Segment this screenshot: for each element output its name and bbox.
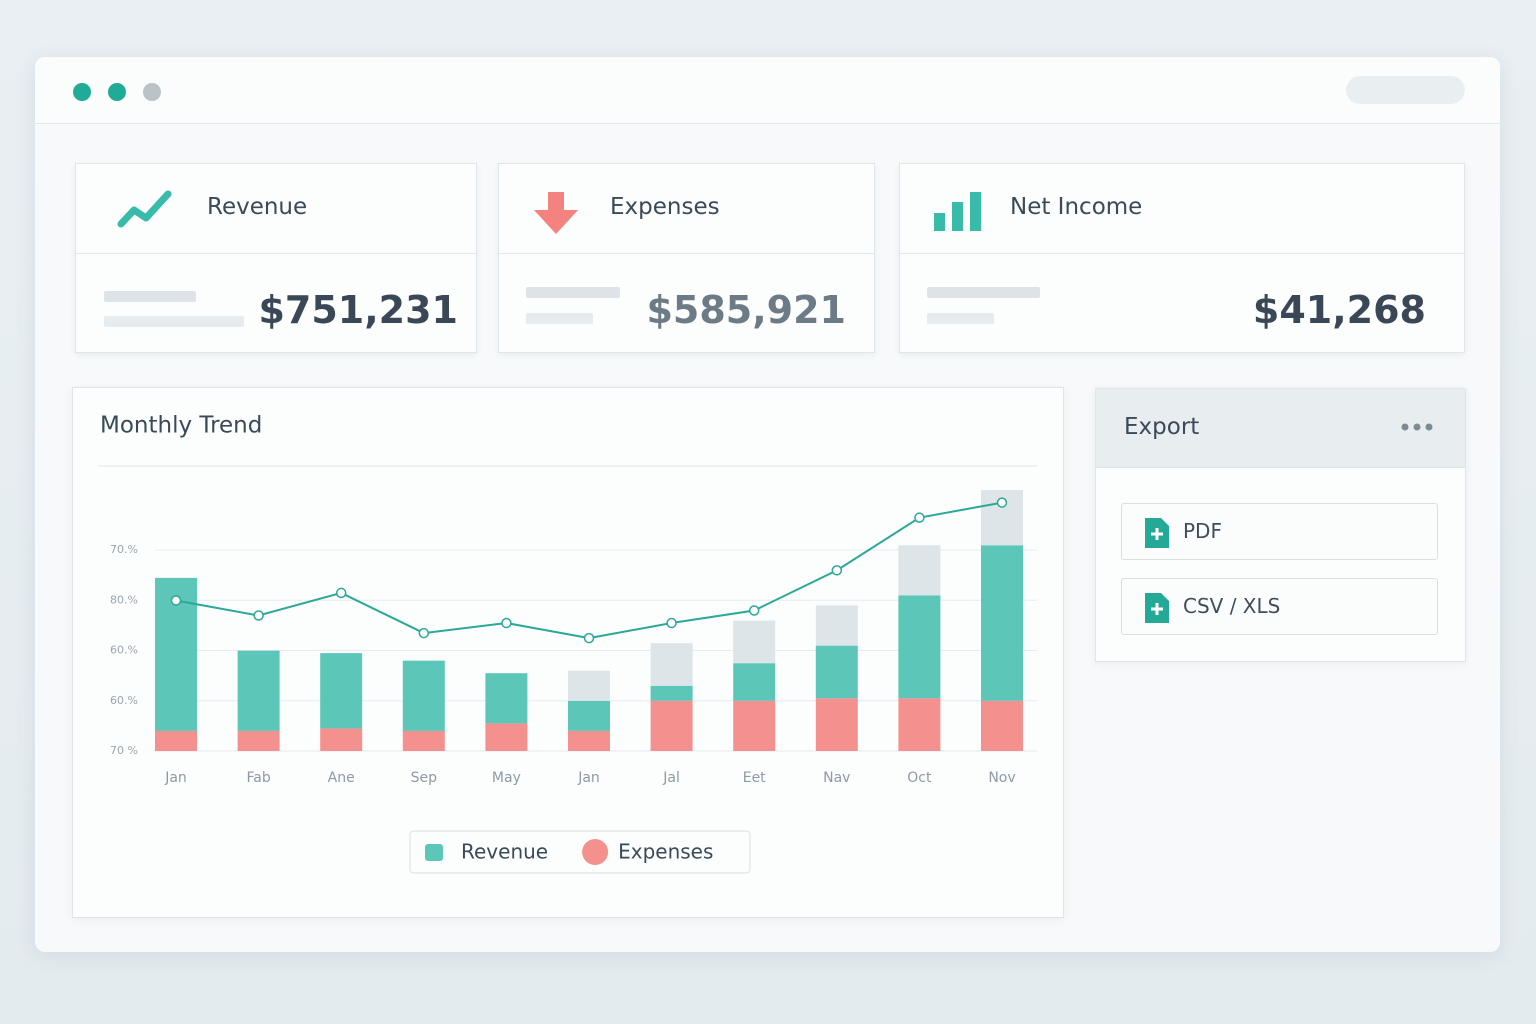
card-header: Expenses (499, 164, 874, 254)
bar-segment (568, 730, 610, 751)
bar-segment (237, 730, 280, 751)
line-point (996, 497, 1008, 508)
line-point (914, 512, 925, 523)
more-menu[interactable] (1399, 421, 1437, 433)
legend (409, 830, 751, 874)
export-option: CSV / XLS (1183, 594, 1281, 618)
line-point (501, 617, 512, 629)
bar-segment (898, 595, 941, 699)
export-option: PDF (1183, 519, 1222, 543)
card-header: Revenue (76, 164, 476, 254)
card-title: Net Income (1010, 194, 1143, 220)
bar-segment (650, 643, 693, 686)
placeholder (104, 316, 244, 327)
bars-icon (934, 192, 981, 231)
card-title: Expenses (610, 194, 720, 220)
x-tick-label: Nov (988, 770, 1015, 786)
bar-segment (733, 663, 776, 701)
down-arrow-icon (534, 192, 578, 234)
bar-segment (898, 545, 941, 596)
bar-segment (568, 700, 610, 731)
bar-segment (981, 545, 1023, 701)
y-tick-label: 80.% (110, 593, 138, 606)
title-bar (35, 57, 1500, 124)
x-tick-label: Eet (743, 770, 766, 786)
placeholder (526, 287, 620, 298)
line-point (170, 595, 182, 606)
y-tick-label: 60.% (110, 644, 138, 657)
bar-segment (650, 700, 693, 751)
line-point (748, 605, 760, 616)
trend-icon (117, 190, 172, 228)
placeholder (526, 313, 593, 324)
bar-segment (815, 605, 858, 646)
window-dot[interactable] (143, 83, 161, 101)
legend-label: Revenue (461, 840, 548, 864)
line-point (335, 587, 347, 599)
line-point (418, 627, 430, 639)
chart-title: Monthly Trend (100, 413, 262, 439)
placeholder (927, 313, 994, 324)
line-point (666, 617, 677, 629)
legend-swatch (425, 844, 443, 861)
card-value: $585,921 (646, 288, 846, 332)
line-point (831, 565, 843, 576)
bar-segment (320, 653, 363, 729)
bar-segment (402, 660, 445, 731)
placeholder (927, 287, 1040, 298)
export-title: Export (1124, 414, 1200, 440)
bar-segment (155, 730, 197, 751)
line-point (253, 610, 264, 621)
bar-segment (733, 700, 776, 751)
x-tick-label: Sep (411, 770, 438, 786)
x-tick-label: Jal (662, 770, 680, 786)
bar-segment (485, 723, 528, 751)
bar-segment (733, 620, 776, 664)
bar-segment (485, 673, 528, 724)
bar-segment (981, 700, 1023, 751)
x-tick-label: Jan (577, 770, 600, 786)
file-icon (1145, 593, 1169, 623)
kpi-card: Net Income $41,268 (899, 163, 1465, 353)
placeholder (104, 291, 196, 302)
x-tick-label: Nav (823, 770, 850, 786)
card-title: Revenue (207, 194, 308, 220)
x-tick-label: Jan (164, 770, 187, 786)
file-icon (1145, 518, 1169, 548)
legend-label: Expenses (618, 840, 713, 864)
bar-segment (898, 698, 941, 751)
search-pill[interactable] (1346, 76, 1465, 104)
x-tick-label: Oct (907, 770, 932, 786)
export-button[interactable]: PDF (1121, 503, 1438, 560)
bar-segment (650, 685, 693, 701)
x-tick-label: Ane (328, 770, 355, 786)
kpi-card: Revenue $751,231 (75, 163, 477, 353)
bar-segment (568, 670, 610, 701)
legend-swatch (582, 839, 609, 865)
window-dot[interactable] (73, 83, 91, 101)
trend-line (175, 501, 1003, 640)
bar-segment (320, 728, 363, 751)
y-tick-label: 60.% (110, 694, 138, 707)
y-tick-label: 70 % (110, 744, 138, 757)
card-header: Net Income (900, 164, 1464, 254)
card-value: $41,268 (1252, 288, 1426, 332)
x-tick-label: May (492, 770, 521, 786)
window-dot[interactable] (108, 83, 126, 101)
bar-segment (815, 645, 858, 699)
y-tick-label: 70.% (110, 543, 138, 556)
card-value: $751,231 (258, 288, 458, 332)
line-point (583, 632, 595, 644)
bar-segment (237, 650, 280, 731)
export-button[interactable]: CSV / XLS (1121, 578, 1438, 635)
kpi-card: Expenses $585,921 (498, 163, 875, 353)
bar-segment (815, 698, 858, 751)
x-tick-label: Fab (246, 770, 270, 786)
bar-segment (402, 730, 445, 751)
